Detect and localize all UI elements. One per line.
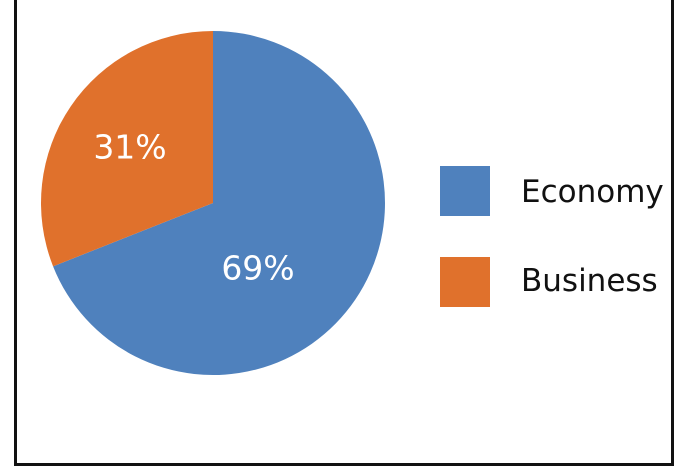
slice-label-business: 31% [93, 128, 166, 167]
legend-swatch-business [440, 257, 490, 307]
legend-label-economy: Economy [521, 174, 664, 210]
legend-swatch-economy [440, 166, 490, 216]
pie-chart: 69% 31% Economy Business [41, 31, 664, 375]
slice-label-economy: 69% [221, 249, 294, 288]
pie-slices [41, 31, 386, 375]
pie-slice-economy [53, 31, 386, 375]
legend: Economy Business [440, 166, 664, 307]
pie-slice-labels: 69% 31% [93, 128, 294, 288]
pie-slice-business [41, 31, 213, 267]
legend-label-business: Business [521, 263, 658, 299]
